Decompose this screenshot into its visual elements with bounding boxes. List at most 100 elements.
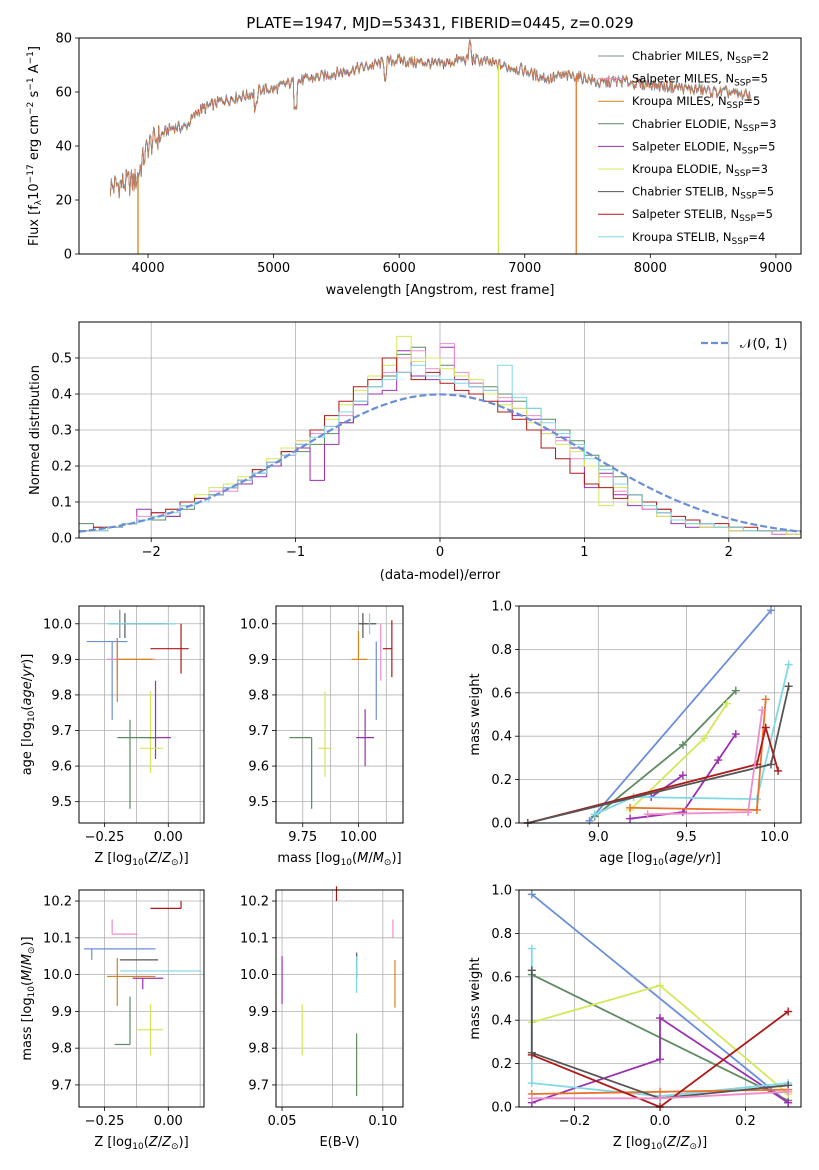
y-tick-label: 0.0 xyxy=(51,532,72,547)
y-tick-label: 0.0 xyxy=(491,817,512,832)
y-axis-label: mass weight xyxy=(468,957,483,1039)
x-tick-label: 9.75 xyxy=(288,830,317,845)
x-axis-label: wavelength [Angstrom, rest frame] xyxy=(326,283,555,298)
figure-title: PLATE=1947, MJD=53431, FIBERID=0445, z=0… xyxy=(246,14,633,32)
weight-series-line xyxy=(594,664,790,816)
x-tick-label: 0.2 xyxy=(735,1114,756,1129)
y-axis-label: mass weight xyxy=(468,673,483,755)
y-tick-label: 0.4 xyxy=(491,1014,512,1029)
legend-entry: Chabrier MILES, NSSP=2 xyxy=(632,49,769,66)
y-tick-label: 9.7 xyxy=(248,724,269,739)
y-tick-label: 0.4 xyxy=(51,388,72,403)
y-axis-label: mass [log10(M/M⊙)] xyxy=(20,936,37,1060)
x-tick-label: 5000 xyxy=(257,261,290,276)
y-axis-label: age [log10(age/yr)] xyxy=(20,654,37,776)
legend-entry: Chabrier STELIB, NSSP=5 xyxy=(632,185,774,202)
legend-entry: Salpeter MILES, NSSP=5 xyxy=(632,72,768,89)
x-tick-label: 7000 xyxy=(508,261,541,276)
y-tick-label: 10.0 xyxy=(43,617,72,632)
y-tick-label: 9.5 xyxy=(248,795,269,810)
x-tick-label: 6000 xyxy=(383,261,416,276)
x-axis-label: Z [log10(Z/Z⊙)] xyxy=(613,1135,707,1152)
y-tick-label: 0 xyxy=(64,248,72,263)
spectrum-panel: 4000 5000 6000 7000 8000 9000 0 20 40 60 80 wavelen… xyxy=(26,32,802,298)
x-tick-label: 9.0 xyxy=(588,830,609,845)
x-tick-label: −2 xyxy=(142,545,161,560)
weight-series-line xyxy=(530,970,789,1100)
y-tick-label: 0.5 xyxy=(51,352,72,367)
x-axis-label: E(B-V) xyxy=(319,1135,359,1150)
y-tick-label: 9.9 xyxy=(248,1005,269,1020)
y-tick-label: 10.0 xyxy=(43,968,72,983)
y-tick-label: 0.0 xyxy=(491,1101,512,1116)
y-tick-label: 9.7 xyxy=(51,724,72,739)
y-tick-label: 10.0 xyxy=(240,968,269,983)
axes-frame xyxy=(275,605,404,824)
x-tick-label: 0 xyxy=(436,545,444,560)
x-axis-label: Z [log10(Z/Z⊙)] xyxy=(94,851,188,868)
axes-frame xyxy=(78,889,205,1108)
y-axis-label: Flux [fλ10−17 erg cm−2 s−1 A−1] xyxy=(26,46,44,246)
mass-vs-ebv-panel: 0.05 0.10 9.7 9.8 9.9 10.0 10.1 10.2 E(B-V) xyxy=(240,886,404,1150)
x-tick-label: −0.25 xyxy=(85,1114,125,1129)
y-tick-label: 9.8 xyxy=(51,688,72,703)
weight-vs-metallicity-panel: −0.2 0.0 0.2 0.0 0.2 0.4 0.6 0.8 1.0 Z [log10(Z/Z… xyxy=(468,884,802,1152)
y-tick-label: 9.9 xyxy=(51,653,72,668)
legend-entry: 𝒩(0, 1) xyxy=(740,337,787,352)
y-tick-label: 0.8 xyxy=(491,927,512,942)
x-axis-label: (data-model)/error xyxy=(380,568,501,583)
y-tick-label: 9.5 xyxy=(51,795,72,810)
x-tick-label: −0.2 xyxy=(559,1114,591,1129)
x-axis-label: Z [log10(Z/Z⊙)] xyxy=(94,1135,188,1152)
y-tick-label: 0.3 xyxy=(51,424,72,439)
y-tick-label: 10.1 xyxy=(240,931,269,946)
y-tick-label: 9.8 xyxy=(248,688,269,703)
x-tick-label: 1 xyxy=(580,545,588,560)
legend-entry: Kroupa MILES, NSSP=5 xyxy=(632,94,760,111)
weight-vs-age-panel: 9.0 9.5 10.0 0.0 0.2 0.4 0.6 0.8 1.0 age [log10(a… xyxy=(468,600,802,868)
y-tick-label: 40 xyxy=(55,140,72,155)
x-tick-label: 9000 xyxy=(759,261,792,276)
histogram-series xyxy=(78,364,801,538)
axes-frame xyxy=(78,37,802,255)
residuals-histogram-panel: −2 −1 0 1 2 0.0 0.1 0.2 0.3 0.4 0.5 (data-model)/er… xyxy=(28,321,802,583)
y-tick-label: 0.2 xyxy=(51,460,72,475)
weight-series-line xyxy=(629,733,737,820)
normal-reference-curve xyxy=(78,393,802,533)
legend-entry: Salpeter ELODIE, NSSP=5 xyxy=(632,139,775,156)
y-tick-label: 0.1 xyxy=(51,496,72,511)
spectrum-line xyxy=(110,40,751,199)
x-axis-label: mass [log10(M/M⊙)] xyxy=(277,851,401,868)
legend-entry: Salpeter STELIB, NSSP=5 xyxy=(632,207,773,224)
y-tick-label: 9.7 xyxy=(51,1078,72,1093)
axes-frame xyxy=(518,605,802,824)
y-tick-label: 0.6 xyxy=(491,686,512,701)
x-tick-label: −1 xyxy=(286,545,305,560)
y-tick-label: 1.0 xyxy=(491,884,512,899)
y-tick-label: 1.0 xyxy=(491,600,512,615)
spectrum-lines xyxy=(110,38,751,254)
x-tick-label: 0.00 xyxy=(154,830,183,845)
legend-entry: Chabrier ELODIE, NSSP=3 xyxy=(632,117,777,134)
y-tick-label: 10.2 xyxy=(43,895,72,910)
y-axis-label: Normed distribution xyxy=(28,365,43,495)
legend-entry: Kroupa STELIB, NSSP=4 xyxy=(632,230,765,247)
axes-frame xyxy=(518,889,802,1108)
x-tick-label: 8000 xyxy=(634,261,667,276)
y-tick-label: 20 xyxy=(55,194,72,209)
x-tick-label: 9.5 xyxy=(676,830,697,845)
axes-frame xyxy=(275,889,404,1108)
weight-series-line xyxy=(527,723,779,824)
y-tick-label: 0.2 xyxy=(491,1057,512,1072)
x-tick-label: 2 xyxy=(725,545,733,560)
x-tick-label: 10.00 xyxy=(340,830,377,845)
x-tick-label: 0.0 xyxy=(650,1114,671,1129)
weight-series-line xyxy=(588,609,772,822)
x-tick-label: 0.05 xyxy=(268,1114,297,1129)
y-tick-label: 9.8 xyxy=(51,1042,72,1057)
x-tick-label: 0.10 xyxy=(368,1114,397,1129)
x-tick-label: −0.25 xyxy=(85,830,125,845)
y-tick-label: 10.2 xyxy=(240,895,269,910)
y-tick-label: 9.9 xyxy=(248,653,269,668)
